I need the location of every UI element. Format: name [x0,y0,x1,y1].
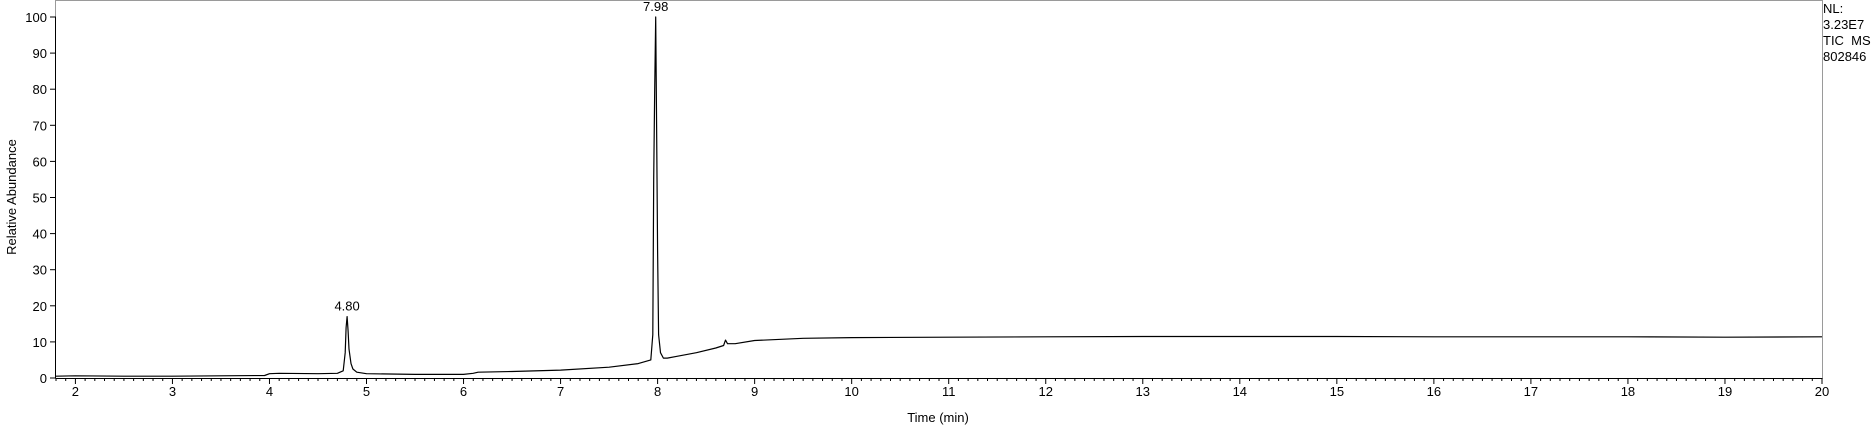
nl-value: 3.23E7 [1823,17,1865,32]
x-tick-label: 15 [1330,384,1344,399]
y-tick-label: 50 [33,191,47,206]
y-tick-label: 60 [33,154,47,169]
x-tick-label: 9 [751,384,758,399]
x-tick-label: 19 [1718,384,1732,399]
y-tick-label: 100 [25,10,47,25]
tic-trace-line [55,16,1823,377]
x-tick-label: 13 [1136,384,1150,399]
x-tick-label: 12 [1039,384,1053,399]
x-tick-label: 17 [1524,384,1538,399]
peak-label: 4.80 [334,299,359,314]
sample-id: 802846 [1823,49,1867,64]
x-tick-label: 10 [844,384,858,399]
x-tick-label: 3 [169,384,176,399]
plot-area-frame [55,0,1823,379]
y-tick-label: 30 [33,263,47,278]
peak-label: 7.98 [643,0,668,14]
x-tick-label: 11 [942,384,956,399]
x-tick-label: 8 [654,384,661,399]
x-axis-label: Time (min) [907,410,969,425]
label-group: 4.80 7.98 [334,0,668,314]
trace-type: TIC MS [1823,33,1871,48]
y-tick-label: 90 [33,46,47,61]
y-tick-label: 80 [33,82,47,97]
x-tick-label: 4 [266,384,273,399]
y-tick-label: 0 [40,371,47,386]
axes: 0 10 20 30 40 50 60 70 80 90 100 2 3 4 5 6 7 8 9 10 11 12 13 14… [25,10,1829,399]
nl-label: NL: [1823,1,1844,16]
x-tick-label: 18 [1621,384,1635,399]
y-tick-label: 40 [33,227,47,242]
x-tick-label: 2 [72,384,79,399]
y-tick-label: 70 [33,118,47,133]
x-tick-label: 5 [363,384,370,399]
y-tick-label: 10 [33,335,47,350]
x-tick-label: 14 [1233,384,1247,399]
y-tick-label: 20 [33,299,47,314]
x-tick-label: 7 [557,384,564,399]
normalization-info: NL: 3.23E7 TIC MS 802846 [1823,1,1871,65]
y-axis-label: Relative Abundance [4,139,19,255]
x-tick-label: 6 [460,384,467,399]
trace-group [55,16,1823,377]
x-tick-label: 20 [1815,384,1829,399]
x-tick-label: 16 [1427,384,1441,399]
